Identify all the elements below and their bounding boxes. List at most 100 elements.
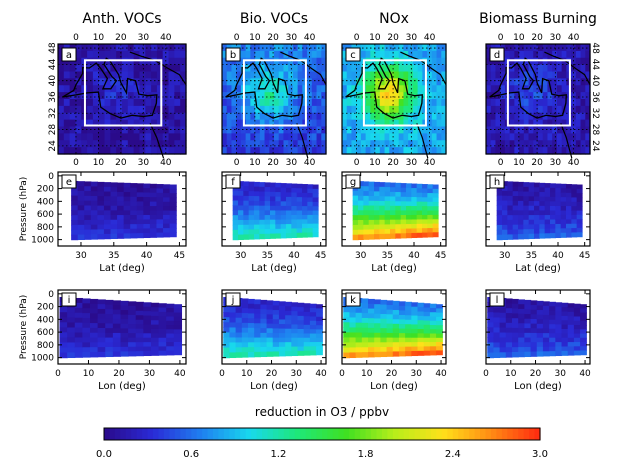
map-cell bbox=[174, 78, 181, 86]
colorbar-frame bbox=[103, 427, 541, 441]
map-cell bbox=[139, 133, 146, 141]
x-tick-label-bottom: 40 bbox=[424, 158, 436, 168]
map-cell bbox=[75, 78, 82, 86]
map-cell bbox=[58, 78, 65, 86]
map-cell bbox=[370, 85, 376, 93]
section-cell bbox=[400, 228, 407, 234]
section-cell bbox=[374, 299, 381, 305]
map-cell bbox=[168, 44, 175, 52]
map-cell bbox=[110, 105, 117, 114]
map-cell bbox=[292, 140, 299, 148]
colorbar-tick-label: 0.0 bbox=[96, 449, 112, 460]
section-cell bbox=[97, 224, 105, 230]
section-cell bbox=[361, 332, 369, 339]
section-cell bbox=[384, 187, 391, 193]
section-cell bbox=[136, 224, 144, 230]
section-cell bbox=[229, 322, 237, 329]
map-cell bbox=[523, 133, 530, 141]
section-cell bbox=[291, 206, 298, 212]
x-axis-label: Lon (deg) bbox=[370, 381, 418, 392]
x-tick-label-top: 0 bbox=[234, 33, 240, 43]
map-cell bbox=[408, 78, 414, 86]
map-cell bbox=[264, 126, 270, 134]
section-cell bbox=[84, 215, 92, 221]
map-cell bbox=[269, 50, 275, 59]
map-cell bbox=[139, 126, 146, 134]
section-cell bbox=[374, 191, 380, 197]
section-cell bbox=[518, 299, 525, 305]
x-tick-label: 0 bbox=[219, 369, 225, 379]
map-cell bbox=[571, 119, 577, 128]
map-cell bbox=[240, 140, 247, 148]
section-cell bbox=[411, 188, 418, 194]
section-cell bbox=[307, 184, 314, 190]
map-cell bbox=[580, 50, 586, 59]
map-cell bbox=[431, 133, 438, 141]
map-cell bbox=[116, 147, 123, 155]
map-cell bbox=[104, 133, 111, 141]
section-cell bbox=[90, 195, 98, 202]
map-cell bbox=[231, 119, 237, 128]
section-cell bbox=[411, 328, 419, 334]
map-cell bbox=[431, 71, 438, 79]
section-cell bbox=[411, 315, 419, 321]
section-cell bbox=[223, 342, 231, 349]
section-cell bbox=[275, 182, 282, 189]
map-cell bbox=[514, 126, 520, 134]
section-cell bbox=[374, 205, 380, 211]
map-cell bbox=[316, 78, 322, 86]
section-cell bbox=[90, 351, 99, 358]
section-cell bbox=[266, 332, 274, 339]
section-cell bbox=[275, 196, 282, 202]
section-cell bbox=[512, 195, 519, 202]
section-cell bbox=[77, 224, 85, 231]
map-cell bbox=[104, 44, 111, 52]
section-cell bbox=[309, 350, 317, 356]
colorbar-segment bbox=[136, 428, 143, 440]
section-cell bbox=[358, 234, 364, 241]
map-cell bbox=[274, 71, 280, 79]
map-cell bbox=[542, 112, 549, 121]
map-cell bbox=[110, 133, 117, 141]
section-cell bbox=[166, 320, 175, 326]
map-cell bbox=[398, 133, 405, 141]
map-cell bbox=[375, 92, 381, 100]
section-cell bbox=[166, 316, 175, 322]
section-cell bbox=[312, 210, 319, 216]
section-cell bbox=[539, 201, 546, 207]
map-cell bbox=[259, 126, 266, 134]
section-cell bbox=[363, 210, 370, 216]
section-cell bbox=[248, 327, 255, 334]
section-cell bbox=[280, 205, 287, 212]
section-cell bbox=[312, 223, 319, 229]
section-cell bbox=[143, 302, 152, 308]
map-cell bbox=[528, 57, 534, 66]
colorbar-segment bbox=[431, 428, 438, 440]
x-tick-label: 40 bbox=[579, 369, 591, 379]
map-cell bbox=[311, 50, 318, 59]
map-cell bbox=[240, 126, 247, 134]
section-cell bbox=[432, 232, 439, 238]
colorbar-segment bbox=[512, 428, 519, 440]
map-cell bbox=[486, 126, 492, 134]
section-cell bbox=[150, 307, 160, 313]
section-cell bbox=[530, 305, 538, 311]
map-cell bbox=[292, 78, 299, 86]
section-cell bbox=[302, 197, 308, 203]
map-cell bbox=[533, 64, 539, 73]
section-cell bbox=[128, 342, 137, 348]
section-cell bbox=[312, 201, 319, 207]
section-cell bbox=[390, 182, 396, 188]
section-cell bbox=[82, 337, 91, 343]
section-cell bbox=[223, 347, 231, 354]
section-cell bbox=[105, 347, 114, 353]
map-cell bbox=[342, 44, 348, 52]
map-cell bbox=[556, 133, 563, 141]
map-cell bbox=[259, 140, 266, 148]
x-tick-label-top: 10 bbox=[513, 33, 525, 43]
section-cell bbox=[280, 201, 287, 207]
map-cell bbox=[556, 105, 563, 114]
section-cell bbox=[97, 313, 106, 320]
map-cell bbox=[110, 57, 117, 66]
section-cell bbox=[573, 307, 581, 313]
